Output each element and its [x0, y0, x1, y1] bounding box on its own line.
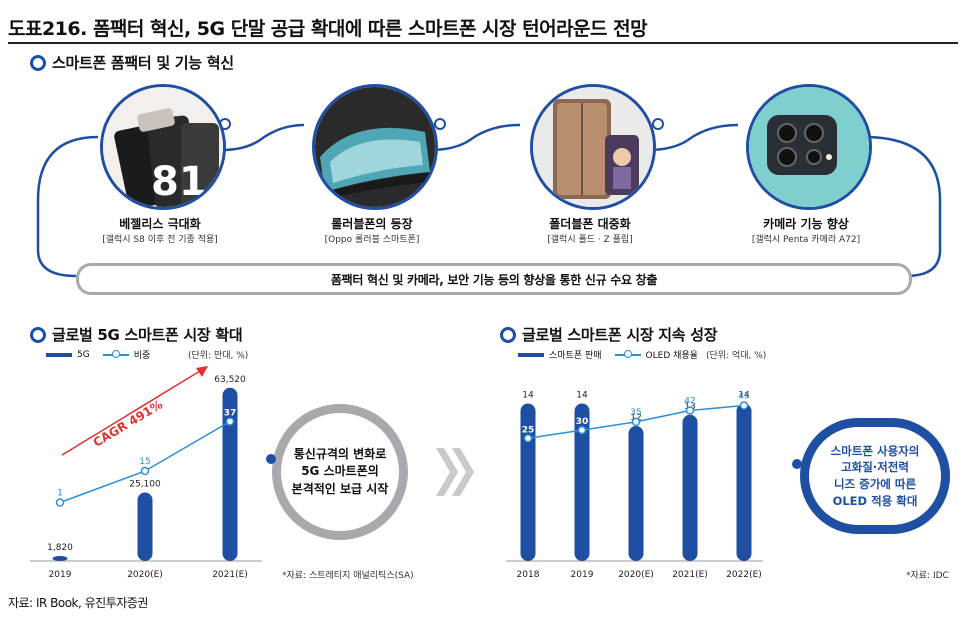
footer-source: 자료: IR Book, 유진투자증권 — [8, 596, 148, 610]
right-chart: 201820192020(E)2021(E)2022(E)14141213142… — [506, 391, 763, 580]
innovation-section-label: 스마트폰 폼팩터 및 기능 혁신 — [52, 54, 234, 72]
section-bullet-icon — [30, 326, 46, 343]
section-bullet-icon — [500, 326, 516, 343]
bar-value-label: 1,820 — [47, 543, 73, 553]
innovation-label-1: 베젤리스 극대화 — [119, 217, 201, 231]
cagr-arrow-head — [196, 366, 208, 377]
line-point — [577, 425, 587, 435]
legend-line-swatch — [614, 349, 641, 358]
left-section-label: 글로벌 5G 스마트폰 시장 확대 — [52, 326, 243, 344]
bar — [736, 403, 752, 561]
line-value-label: 37 — [224, 409, 237, 419]
bar — [520, 403, 536, 561]
left-legend: 5G 비중 — [46, 348, 150, 361]
left-bubble: 통신규격의 변화로 5G 스마트폰의 본격적인 보급 시작 — [272, 404, 408, 540]
bar — [137, 492, 153, 561]
innovation-banner: 폼팩터 혁신 및 카메라, 보안 기능 등의 향상을 통한 신규 수요 창출 — [76, 263, 912, 295]
innovation-label-4: 카메라 기능 향상 — [763, 217, 849, 231]
right-bubble: 스마트폰 사용자의 고화질·저전력 니즈 증가에 따른 OLED 적용 확대 — [800, 418, 950, 534]
innovation-label-2: 롤러블폰의 등장 — [331, 217, 413, 231]
bar — [628, 426, 644, 561]
chevron-arrow-icon — [436, 448, 474, 496]
legend-bar-swatch — [518, 352, 544, 357]
bar-value-label: 14 — [738, 391, 750, 401]
x-tick-label: 2022(E) — [726, 570, 762, 580]
line-point — [225, 417, 235, 426]
innovation-label-3: 폴더블폰 대중화 — [549, 217, 631, 231]
bar-value-label: 25,100 — [129, 480, 161, 490]
x-tick-label: 2021(E) — [212, 570, 248, 580]
line-value-label: 25 — [522, 425, 535, 435]
line-value-label: 15 — [139, 457, 150, 467]
section-bullet-icon — [30, 54, 46, 71]
legend-bar-swatch — [46, 352, 72, 357]
left-bubble-dot — [266, 454, 276, 464]
line-point — [523, 434, 533, 443]
cagr-arrow — [61, 366, 208, 456]
right-section-label: 글로벌 스마트폰 시장 지속 성장 — [522, 326, 718, 344]
innovation-sub-3: [갤럭시 폴드 · Z 플립] — [547, 235, 633, 245]
innovation-sub-1: [갤럭시 S8 이후 전 기종 적용] — [102, 235, 218, 245]
left-chart: 2019 2020(E) 2021(E) 1,820 25,100 63,520 1 15 37… — [30, 366, 262, 580]
x-tick-label: 2020(E) — [618, 570, 654, 580]
left-legend-bar-label: 5G — [77, 349, 90, 360]
right-legend-line-label: OLED 채용율 — [645, 351, 698, 361]
x-tick-label: 2020(E) — [127, 570, 163, 580]
innovation-sub-4: [갤럭시 Penta 카메라 A72] — [751, 235, 861, 245]
right-legend: 스마트폰 판매 OLED 채용율 — [518, 348, 698, 361]
line-point — [631, 417, 641, 427]
title-rule — [8, 42, 958, 44]
legend-line-swatch — [102, 349, 129, 358]
bezelless-phone-image: 81 — [100, 84, 226, 210]
bar — [52, 556, 68, 561]
left-legend-line-label: 비중 — [133, 351, 151, 361]
x-tick-label: 2019 — [49, 570, 72, 580]
line-value-label: 42 — [684, 396, 695, 406]
line-value-label: 30 — [576, 417, 589, 427]
left-source: *자료: 스트레티지 애널리틱스(SA) — [282, 571, 414, 581]
svg-text:81: 81 — [151, 159, 207, 205]
foldable-phone-image — [530, 84, 656, 210]
x-tick-label: 2019 — [571, 570, 594, 580]
right-source: *자료: IDC — [906, 571, 949, 581]
left-unit: (단위: 만대, %) — [188, 351, 249, 361]
x-tick-label: 2021(E) — [672, 570, 708, 580]
line-value-label: 1 — [57, 489, 63, 499]
line-value-label: 45 — [738, 392, 749, 402]
bar-value-label: 14 — [576, 391, 588, 401]
cagr-arrow-line — [61, 370, 201, 456]
left-section-title: 글로벌 5G 스마트폰 시장 확대 — [30, 324, 243, 345]
camera-phone-image — [746, 84, 872, 210]
right-section-title: 글로벌 스마트폰 시장 지속 성장 — [500, 324, 718, 345]
innovation-sub-2: [Oppo 롤러블 스마트폰] — [324, 235, 420, 245]
line-point — [55, 498, 65, 507]
line-point — [685, 406, 695, 415]
innovation-section-title: 스마트폰 폼팩터 및 기능 혁신 — [30, 52, 234, 73]
right-unit: (단위: 억대, %) — [706, 351, 767, 361]
bar-value-label: 14 — [522, 391, 534, 401]
bar — [222, 387, 238, 561]
page-title: 도표216. 폼팩터 혁신, 5G 단말 공급 확대에 따른 스마트폰 시장 턴… — [8, 18, 648, 40]
bar-value-label: 63,520 — [214, 375, 246, 385]
rollable-phone-image — [312, 84, 438, 210]
bar — [682, 414, 698, 561]
cagr-label: CAGR 491% — [91, 397, 165, 449]
bar — [574, 403, 590, 561]
right-bubble-dot — [792, 459, 802, 469]
line-point — [140, 466, 150, 476]
line-point — [739, 401, 749, 410]
right-legend-bar-label: 스마트폰 판매 — [549, 351, 602, 361]
line-value-label: 35 — [630, 408, 641, 418]
x-tick-label: 2018 — [517, 570, 540, 580]
